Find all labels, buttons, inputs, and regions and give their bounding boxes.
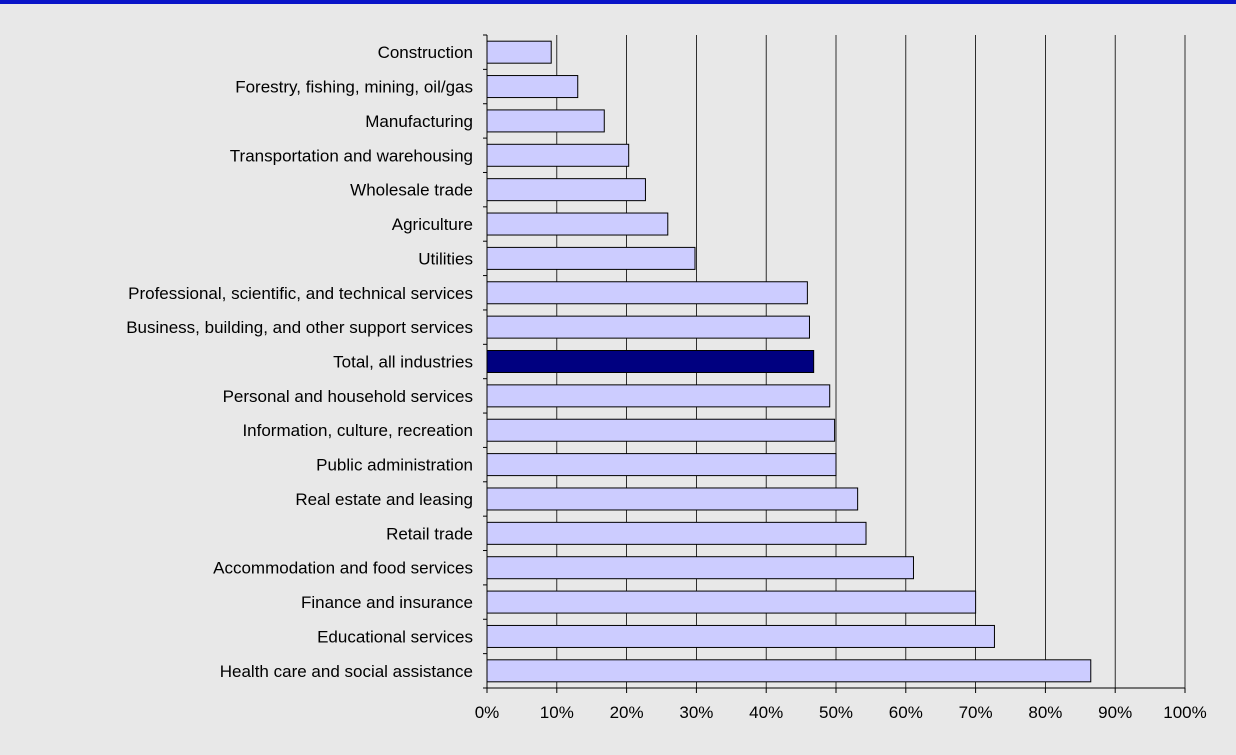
bar (486, 624, 995, 648)
category-label: Accommodation and food services (213, 559, 473, 578)
x-tick-label: 0% (475, 703, 500, 722)
category-label: Personal and household services (223, 387, 473, 406)
category-label: Real estate and leasing (295, 490, 473, 509)
x-tick-label: 90% (1098, 703, 1132, 722)
x-tick-label: 80% (1028, 703, 1062, 722)
x-tick-label: 10% (540, 703, 574, 722)
x-tick-label: 50% (819, 703, 853, 722)
category-label: Professional, scientific, and technical … (128, 284, 473, 303)
bar (486, 212, 669, 236)
category-label: Health care and social assistance (220, 662, 473, 681)
bar (486, 246, 696, 270)
category-label: Public administration (316, 456, 473, 475)
category-label: Finance and insurance (301, 593, 473, 612)
bar (486, 384, 831, 408)
bar (486, 521, 867, 545)
bar (486, 556, 914, 580)
bar (486, 590, 977, 614)
category-label: Manufacturing (365, 112, 473, 131)
bar (486, 75, 579, 99)
x-tick-label: 60% (889, 703, 923, 722)
category-label: Business, building, and other support se… (126, 318, 473, 337)
category-label: Agriculture (392, 215, 473, 234)
bar (486, 143, 630, 167)
x-tick-label: 40% (749, 703, 783, 722)
category-label: Retail trade (386, 524, 473, 543)
category-label: Forestry, fishing, mining, oil/gas (235, 78, 473, 97)
bar (486, 487, 859, 511)
bar (486, 453, 837, 477)
x-tick-label: 30% (679, 703, 713, 722)
x-tick-label: 20% (610, 703, 644, 722)
bar (486, 40, 552, 64)
bar (486, 178, 646, 202)
top-rule (0, 0, 1236, 4)
category-label: Transportation and warehousing (230, 146, 473, 165)
category-label: Utilities (418, 249, 473, 268)
category-label: Total, all industries (333, 353, 473, 372)
bar (486, 109, 605, 133)
x-tick-label: 100% (1163, 703, 1206, 722)
bar (486, 315, 810, 339)
bar (486, 281, 808, 305)
bar (486, 418, 836, 442)
chart-frame: 0% 10% 20% 30% 40% 50% 60% 70% 80% 90% 100% Constru… (0, 4, 1236, 755)
bar (486, 659, 1092, 683)
category-label: Educational services (317, 627, 473, 646)
bar-chart: 0% 10% 20% 30% 40% 50% 60% 70% 80% 90% 100% Constru… (126, 34, 1207, 722)
x-tick-label: 70% (959, 703, 993, 722)
category-label: Wholesale trade (350, 181, 473, 200)
bar-highlight (486, 350, 815, 373)
category-label: Construction (378, 43, 473, 62)
category-label: Information, culture, recreation (242, 421, 473, 440)
